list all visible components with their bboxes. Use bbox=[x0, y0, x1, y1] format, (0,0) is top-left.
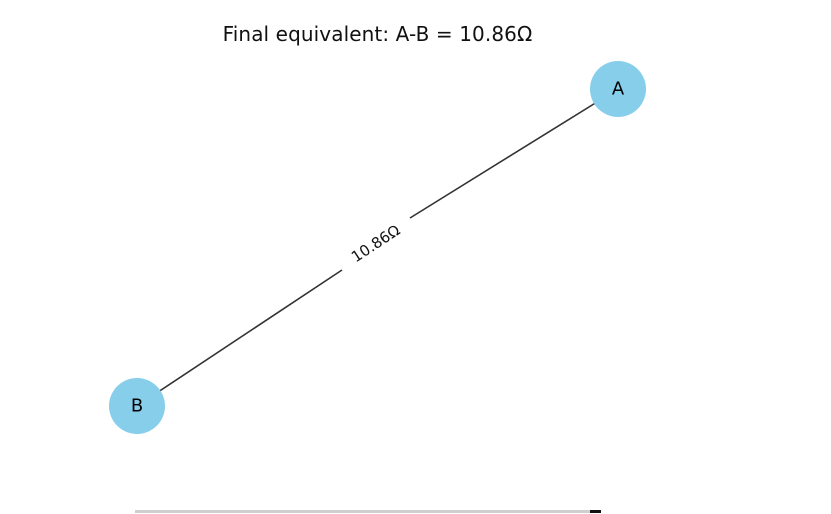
edge-a-b-segment-upper bbox=[409, 88, 619, 219]
node-a-circle bbox=[590, 61, 646, 117]
node-b-circle bbox=[109, 378, 165, 434]
node-a[interactable]: A bbox=[590, 61, 646, 117]
node-b[interactable]: B bbox=[109, 378, 165, 434]
scrollbar-track[interactable] bbox=[135, 510, 590, 513]
diagram-title: Final equivalent: A-B = 10.86Ω bbox=[222, 22, 533, 46]
node-a-label: A bbox=[612, 79, 625, 100]
edge-a-b-label: 10.86Ω bbox=[348, 221, 403, 266]
scrollbar-thumb[interactable] bbox=[590, 510, 601, 513]
node-b-label: B bbox=[131, 396, 143, 417]
edge-a-b-segment-lower bbox=[136, 269, 343, 407]
